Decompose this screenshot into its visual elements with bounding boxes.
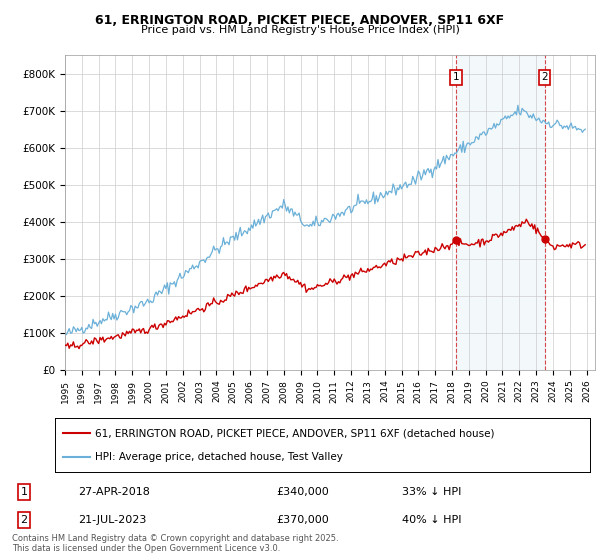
Bar bbox=[456, 55, 545, 370]
Text: 61, ERRINGTON ROAD, PICKET PIECE, ANDOVER, SP11 6XF: 61, ERRINGTON ROAD, PICKET PIECE, ANDOVE… bbox=[95, 14, 505, 27]
Text: 33% ↓ HPI: 33% ↓ HPI bbox=[402, 487, 461, 497]
Text: 2: 2 bbox=[541, 72, 548, 82]
Text: Contains HM Land Registry data © Crown copyright and database right 2025.
This d: Contains HM Land Registry data © Crown c… bbox=[12, 534, 338, 553]
Text: 1: 1 bbox=[453, 72, 460, 82]
Text: 1: 1 bbox=[20, 487, 28, 497]
Text: Price paid vs. HM Land Registry's House Price Index (HPI): Price paid vs. HM Land Registry's House … bbox=[140, 25, 460, 35]
Text: 21-JUL-2023: 21-JUL-2023 bbox=[78, 515, 146, 525]
Text: 40% ↓ HPI: 40% ↓ HPI bbox=[402, 515, 461, 525]
Text: 2: 2 bbox=[20, 515, 28, 525]
Text: 27-APR-2018: 27-APR-2018 bbox=[78, 487, 150, 497]
Text: HPI: Average price, detached house, Test Valley: HPI: Average price, detached house, Test… bbox=[95, 452, 343, 462]
Text: 61, ERRINGTON ROAD, PICKET PIECE, ANDOVER, SP11 6XF (detached house): 61, ERRINGTON ROAD, PICKET PIECE, ANDOVE… bbox=[95, 428, 494, 438]
Text: £340,000: £340,000 bbox=[276, 487, 329, 497]
Text: £370,000: £370,000 bbox=[276, 515, 329, 525]
